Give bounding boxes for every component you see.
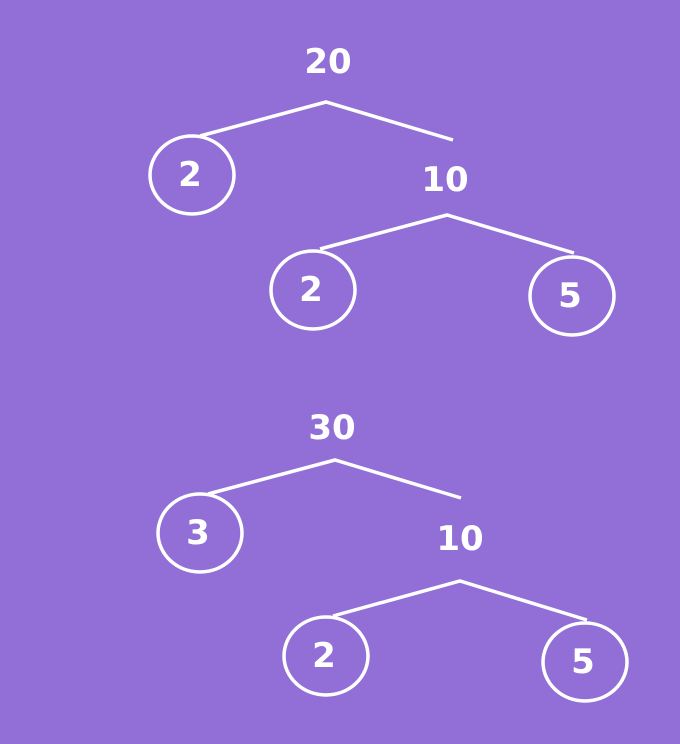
tree1-left-leaf-value: 2 [178,155,202,195]
tree1-child-left-leaf-value: 2 [299,270,323,310]
tree1-child-left-leaf-node: 2 [269,249,357,331]
tree2-child-root-value: 10 [436,519,483,559]
tree1-child-branches [319,213,575,255]
tree1-child-root-value: 10 [421,160,468,200]
tree2-child-right-leaf-node: 5 [541,621,629,703]
tree1-child-right-leaf-value: 5 [558,276,582,316]
tree2-child-branches [332,579,588,622]
tree1-child-left-leaf-circle [269,249,357,331]
tree2-child-right-leaf-circle [541,621,629,703]
tree1-child-right-leaf-circle [528,255,616,337]
tree2-left-leaf-circle [156,492,244,574]
tree2-child-left-leaf-circle [282,615,370,697]
tree2-child-left-leaf-node: 2 [282,615,370,697]
tree2-left-leaf-value: 3 [186,513,210,553]
tree1-root-value: 20 [304,42,351,82]
factor-tree-1: 20 2 10 2 5 [148,42,616,337]
tree2-child-right-leaf-value: 5 [571,642,595,682]
tree1-child-right-leaf-node: 5 [528,255,616,337]
tree1-left-leaf-circle [148,134,236,216]
tree1-root-branches [199,100,454,142]
factor-tree-2: 30 3 10 2 5 [156,408,629,703]
tree2-child-left-leaf-value: 2 [312,636,336,676]
tree2-root-branches [207,458,462,500]
tree2-left-leaf-node: 3 [156,492,244,574]
tree2-root-value: 30 [308,408,355,448]
tree1-left-leaf-node: 2 [148,134,236,216]
